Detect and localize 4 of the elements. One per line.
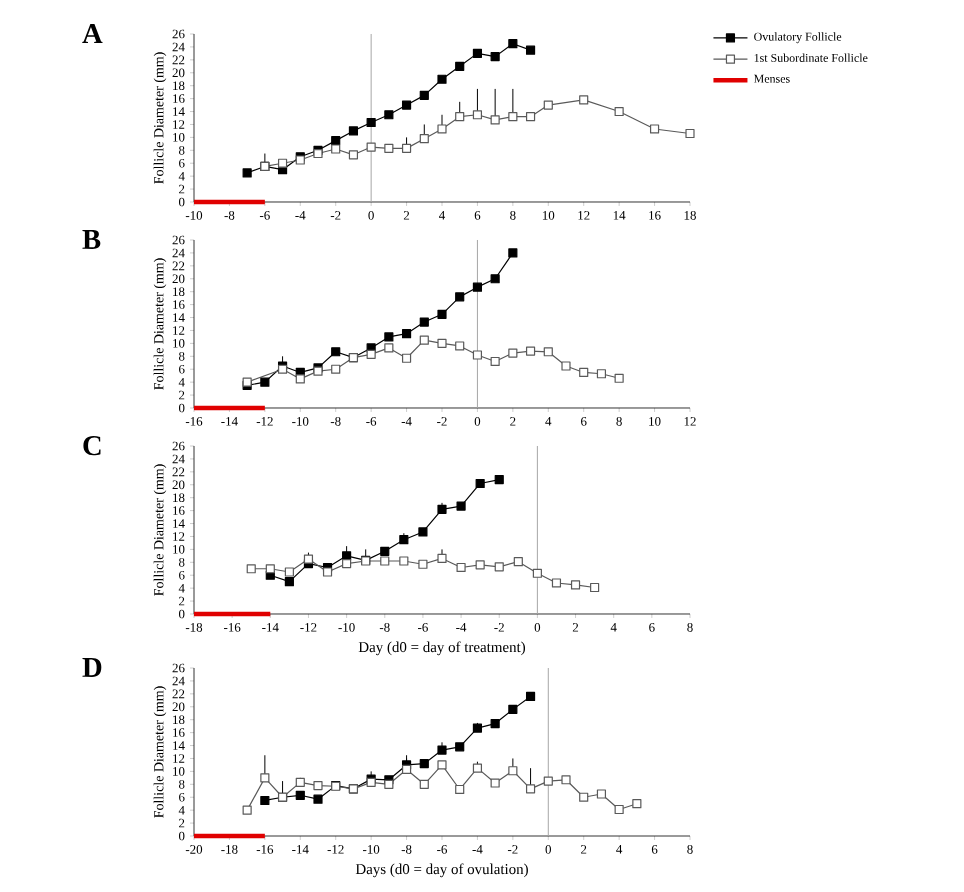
chart-title: D — [82, 658, 102, 677]
chart-title: A — [82, 24, 103, 43]
chart-title: B — [82, 230, 101, 249]
chart-title: C — [83, 436, 101, 456]
